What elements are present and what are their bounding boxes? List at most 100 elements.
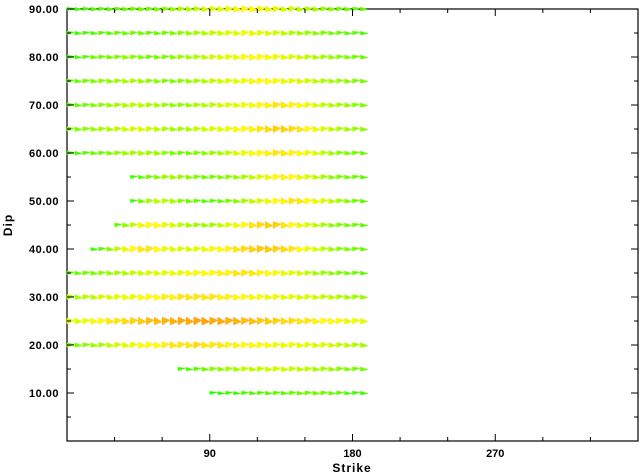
mechanism-mark bbox=[161, 341, 171, 349]
mechanism-mark bbox=[257, 221, 266, 229]
mechanism-mark bbox=[225, 269, 234, 277]
mechanism-mark bbox=[352, 270, 362, 276]
mechanism-mark bbox=[177, 341, 187, 349]
mechanism-mark bbox=[304, 77, 314, 85]
mechanism-mark bbox=[225, 174, 235, 180]
mechanism-mark bbox=[312, 390, 322, 396]
mechanism-mark bbox=[185, 293, 195, 301]
mechanism-mark bbox=[265, 341, 274, 349]
mechanism-mark bbox=[217, 221, 227, 228]
mechanism-mark bbox=[344, 174, 354, 180]
mechanism-mark bbox=[265, 53, 274, 61]
mechanism-mark bbox=[82, 150, 91, 156]
mechanism-mark bbox=[265, 365, 274, 373]
mechanism-mark bbox=[169, 293, 179, 301]
mechanism-mark bbox=[146, 125, 155, 133]
mechanism-mark bbox=[304, 149, 314, 157]
mechanism-mark bbox=[360, 150, 369, 156]
mechanism-mark bbox=[185, 245, 195, 253]
mechanism-mark bbox=[296, 341, 306, 349]
mechanism-mark bbox=[296, 53, 306, 61]
mechanism-mark bbox=[296, 30, 306, 36]
mechanism-mark bbox=[153, 197, 163, 204]
mechanism-mark bbox=[225, 293, 234, 301]
mechanism-mark bbox=[304, 173, 314, 181]
mechanism-mark bbox=[265, 293, 274, 301]
mechanism-mark bbox=[161, 174, 171, 180]
mechanism-mark bbox=[193, 316, 203, 326]
mechanism-mark bbox=[201, 5, 211, 13]
mechanism-mark bbox=[201, 341, 211, 349]
mechanism-mark bbox=[280, 29, 290, 36]
mechanism-mark bbox=[122, 150, 131, 156]
mechanism-mark bbox=[201, 150, 211, 156]
mechanism-mark bbox=[106, 102, 116, 108]
mechanism-mark bbox=[336, 366, 346, 372]
mechanism-mark bbox=[138, 6, 147, 12]
mechanism-mark bbox=[130, 270, 139, 277]
mechanism-mark bbox=[273, 29, 282, 37]
mechanism-mark bbox=[201, 78, 211, 84]
mechanism-mark bbox=[296, 5, 306, 12]
mechanism-mark bbox=[217, 29, 227, 37]
mechanism-mark bbox=[130, 150, 139, 156]
mechanism-mark bbox=[98, 270, 108, 276]
mechanism-mark bbox=[273, 173, 282, 181]
mechanism-mark bbox=[296, 221, 306, 229]
mechanism-mark bbox=[336, 342, 346, 349]
mechanism-mark bbox=[130, 222, 139, 229]
mechanism-mark bbox=[161, 293, 171, 301]
mechanism-mark bbox=[74, 342, 84, 348]
mechanism-mark bbox=[82, 317, 92, 325]
mechanism-mark bbox=[153, 316, 163, 326]
mechanism-mark bbox=[193, 174, 203, 180]
mechanism-mark bbox=[169, 54, 179, 60]
mechanism-mark bbox=[273, 221, 282, 229]
mechanism-mark bbox=[257, 390, 266, 396]
mechanism-mark bbox=[169, 150, 179, 156]
mechanism-mark bbox=[138, 150, 147, 156]
mechanism-mark bbox=[90, 317, 100, 325]
mechanism-mark bbox=[114, 341, 123, 349]
mechanism-mark bbox=[74, 78, 84, 84]
mechanism-mark bbox=[114, 30, 124, 36]
mechanism-mark bbox=[233, 245, 242, 253]
mechanism-mark bbox=[304, 245, 314, 253]
mechanism-mark bbox=[265, 390, 274, 396]
mechanism-mark bbox=[153, 125, 163, 132]
mechanism-mark bbox=[320, 30, 330, 36]
mechanism-mark bbox=[280, 365, 290, 373]
mechanism-mark bbox=[249, 197, 258, 204]
mechanism-mark bbox=[233, 77, 242, 85]
mechanism-mark bbox=[193, 198, 203, 204]
mechanism-mark bbox=[360, 342, 369, 348]
mechanism-mark bbox=[288, 173, 298, 181]
mechanism-mark bbox=[225, 53, 234, 61]
mechanism-mark bbox=[169, 6, 179, 12]
mechanism-mark bbox=[328, 270, 338, 276]
mechanism-mark bbox=[241, 149, 250, 157]
mechanism-mark bbox=[320, 102, 330, 109]
mechanism-mark bbox=[146, 6, 155, 12]
mechanism-mark bbox=[161, 126, 171, 132]
mechanism-mark bbox=[312, 101, 322, 109]
mechanism-mark bbox=[265, 101, 274, 109]
y-tick-label: 30.00 bbox=[29, 292, 59, 304]
mechanism-mark bbox=[201, 30, 211, 36]
mechanism-mark bbox=[201, 198, 210, 204]
mechanism-mark bbox=[241, 29, 250, 37]
mechanism-marks bbox=[66, 5, 369, 396]
mechanism-mark bbox=[352, 342, 361, 348]
mechanism-mark bbox=[130, 125, 139, 133]
mechanism-mark bbox=[90, 293, 100, 300]
mechanism-mark bbox=[114, 270, 124, 276]
mechanism-mark bbox=[74, 102, 84, 108]
mechanism-mark bbox=[146, 221, 155, 229]
mechanism-mark bbox=[130, 174, 139, 180]
mechanism-mark bbox=[138, 269, 147, 277]
mechanism-mark bbox=[233, 29, 242, 37]
mechanism-mark bbox=[360, 317, 369, 325]
y-tick-label: 90.00 bbox=[29, 4, 59, 16]
mechanism-mark bbox=[146, 293, 155, 301]
